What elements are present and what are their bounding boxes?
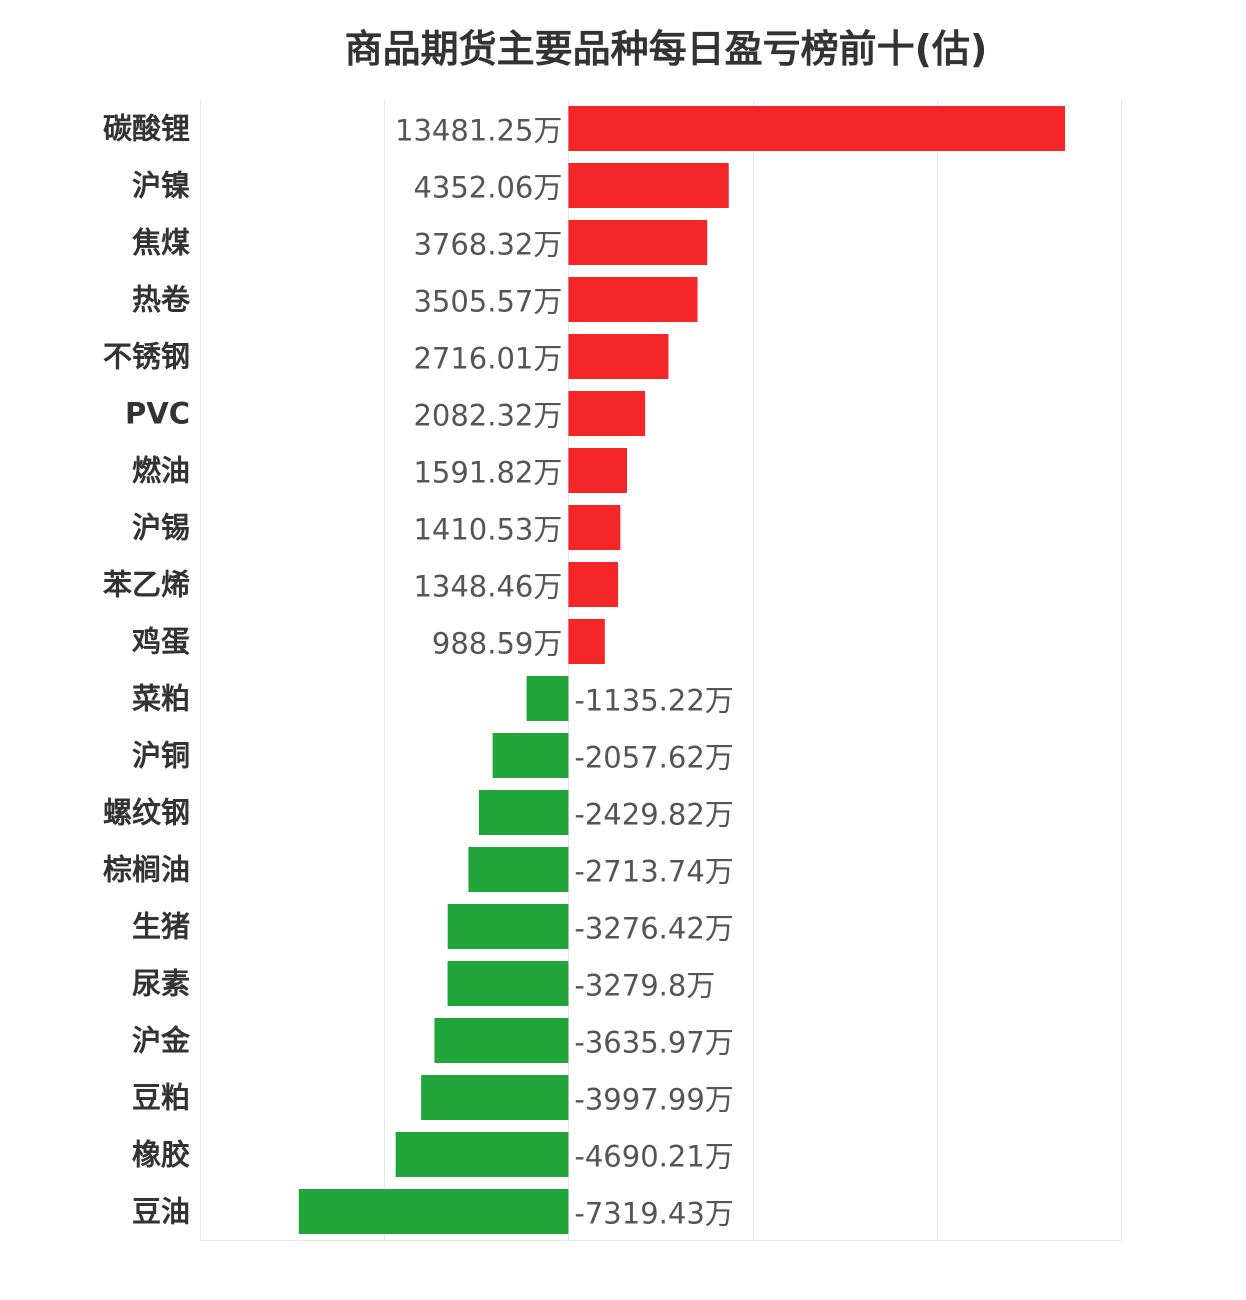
value-label: 1591.82万: [413, 456, 562, 490]
category-label: PVC: [125, 397, 190, 431]
bar: [568, 106, 1066, 151]
category-label: 豆油: [132, 1195, 190, 1229]
category-label: 橡胶: [132, 1138, 190, 1172]
value-label: 3505.57万: [413, 285, 562, 319]
category-label: 鸡蛋: [132, 625, 190, 659]
bar: [568, 163, 729, 208]
value-label: -3279.8万: [574, 969, 715, 1003]
category-label: 燃油: [132, 454, 190, 488]
value-label: -1135.22万: [574, 684, 733, 718]
value-label: 988.59万: [432, 627, 562, 661]
bar: [568, 448, 628, 493]
value-label: 13481.25万: [395, 114, 562, 148]
value-label: -3997.99万: [574, 1083, 733, 1117]
value-label: -2429.82万: [574, 798, 733, 832]
bar: [568, 277, 698, 322]
bar: [526, 676, 569, 721]
grid-lines: [200, 100, 1122, 1241]
bar: [568, 505, 621, 550]
category-label: 菜粕: [132, 682, 190, 716]
bar: [568, 391, 646, 436]
value-label: 3768.32万: [413, 228, 562, 262]
bar: [434, 1018, 569, 1063]
category-label: 热卷: [132, 283, 191, 317]
category-label: 沪铜: [132, 739, 190, 773]
value-label: 1410.53万: [413, 513, 562, 547]
bar: [447, 904, 569, 949]
category-label: 尿素: [132, 967, 190, 1001]
bar: [478, 790, 569, 835]
category-label: 沪镍: [132, 169, 190, 203]
category-label: 不锈钢: [103, 340, 190, 374]
value-label: -2713.74万: [574, 855, 733, 889]
category-label: 苯乙烯: [103, 568, 190, 602]
value-label: 1348.46万: [413, 570, 562, 604]
value-labels: 13481.25万 4352.06万 3768.32万 3505.57万 2716.01…: [395, 114, 734, 1231]
category-label: 沪锡: [132, 511, 190, 545]
bar: [421, 1075, 569, 1120]
value-label: 2082.32万: [413, 399, 562, 433]
category-label: 生猪: [132, 910, 190, 944]
bar: [395, 1132, 569, 1177]
value-label: -7319.43万: [574, 1197, 733, 1231]
category-label: 螺纹钢: [103, 796, 190, 830]
value-label: 4352.06万: [413, 171, 562, 205]
category-label: 豆粕: [132, 1081, 190, 1115]
value-label: -3635.97万: [574, 1026, 733, 1060]
chart-title: 商品期货主要品种每日盈亏榜前十(估): [345, 27, 988, 71]
bar: [492, 733, 569, 778]
value-label: -4690.21万: [574, 1140, 733, 1174]
category-label: 棕榈油: [103, 853, 190, 887]
bar: [468, 847, 569, 892]
value-label: -2057.62万: [574, 741, 733, 775]
bars: [298, 106, 1066, 1234]
category-label: 碳酸锂: [103, 112, 190, 146]
bar: [298, 1189, 569, 1234]
category-label: 焦煤: [132, 226, 190, 260]
bar: [568, 334, 669, 379]
value-label: 2716.01万: [413, 342, 562, 376]
value-label: -3276.42万: [574, 912, 733, 946]
bar: [447, 961, 569, 1006]
bar: [568, 220, 708, 265]
category-label: 沪金: [132, 1024, 191, 1058]
bar: [568, 562, 619, 607]
bar: [568, 619, 605, 664]
